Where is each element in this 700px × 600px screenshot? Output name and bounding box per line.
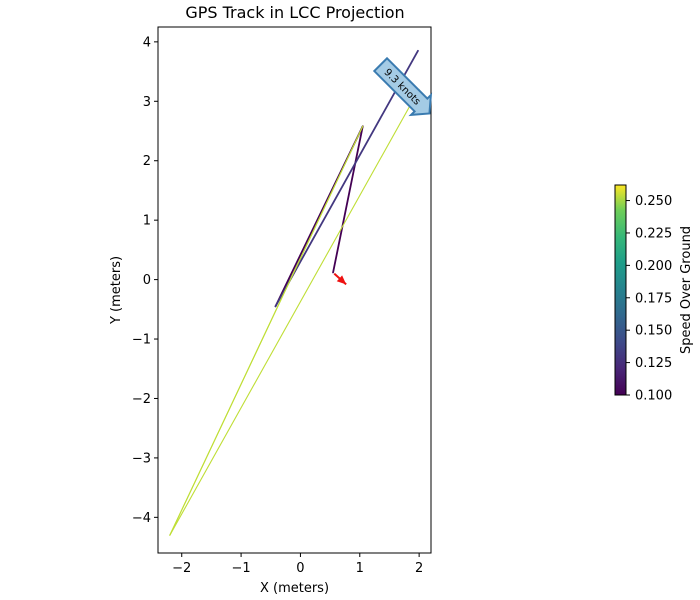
plot-frame [157, 26, 432, 554]
track-segment [332, 125, 364, 274]
track-segment [169, 125, 364, 536]
colorbar-tick-label: 0.175 [635, 291, 672, 306]
x-tick-label: 0 [296, 561, 304, 576]
x-tick-label: −2 [172, 561, 191, 576]
x-tick-label: −1 [232, 561, 251, 576]
y-axis: −4 −3 −2 −1 0 1 2 3 4 [132, 35, 158, 526]
colorbar-ticks: 0.100 0.125 0.150 0.175 0.200 0.225 0.250 [626, 194, 672, 404]
y-tick-label: 3 [143, 95, 151, 110]
y-tick-label: 4 [143, 35, 151, 50]
x-tick-label: 2 [415, 561, 423, 576]
annotation-arrow-shape [372, 56, 433, 117]
plot-area [169, 49, 420, 536]
y-tick-label: 2 [143, 154, 151, 169]
y-tick-label: −2 [132, 392, 151, 407]
colorbar-label: Speed Over Ground [679, 226, 694, 354]
heading-arrow-head [336, 275, 347, 285]
colorbar-tick-label: 0.200 [635, 259, 672, 274]
y-tick-label: 1 [143, 214, 151, 229]
y-axis-label: Y (meters) [109, 256, 124, 325]
y-tick-label: −3 [132, 451, 151, 466]
colorbar-tick-label: 0.125 [635, 356, 672, 371]
colorbar: 0.100 0.125 0.150 0.175 0.200 0.225 0.250 Spee… [614, 184, 694, 404]
x-axis: −2 −1 0 1 2 [172, 553, 423, 576]
x-axis-label: X (meters) [260, 581, 329, 596]
x-tick-label: 1 [356, 561, 364, 576]
chart-title: GPS Track in LCC Projection [185, 3, 404, 22]
colorbar-tick-label: 0.250 [635, 194, 672, 209]
y-tick-label: −4 [132, 511, 151, 526]
annotation-callout: 9.3 knots [372, 56, 433, 117]
colorbar-tick-label: 0.100 [635, 389, 672, 404]
colorbar-tick-label: 0.150 [635, 324, 672, 339]
track-segment [169, 88, 420, 536]
colorbar-gradient [614, 184, 627, 396]
y-tick-label: 0 [143, 273, 151, 288]
track-segment [274, 49, 419, 308]
y-tick-label: −1 [132, 333, 151, 348]
colorbar-tick-label: 0.225 [635, 226, 672, 241]
